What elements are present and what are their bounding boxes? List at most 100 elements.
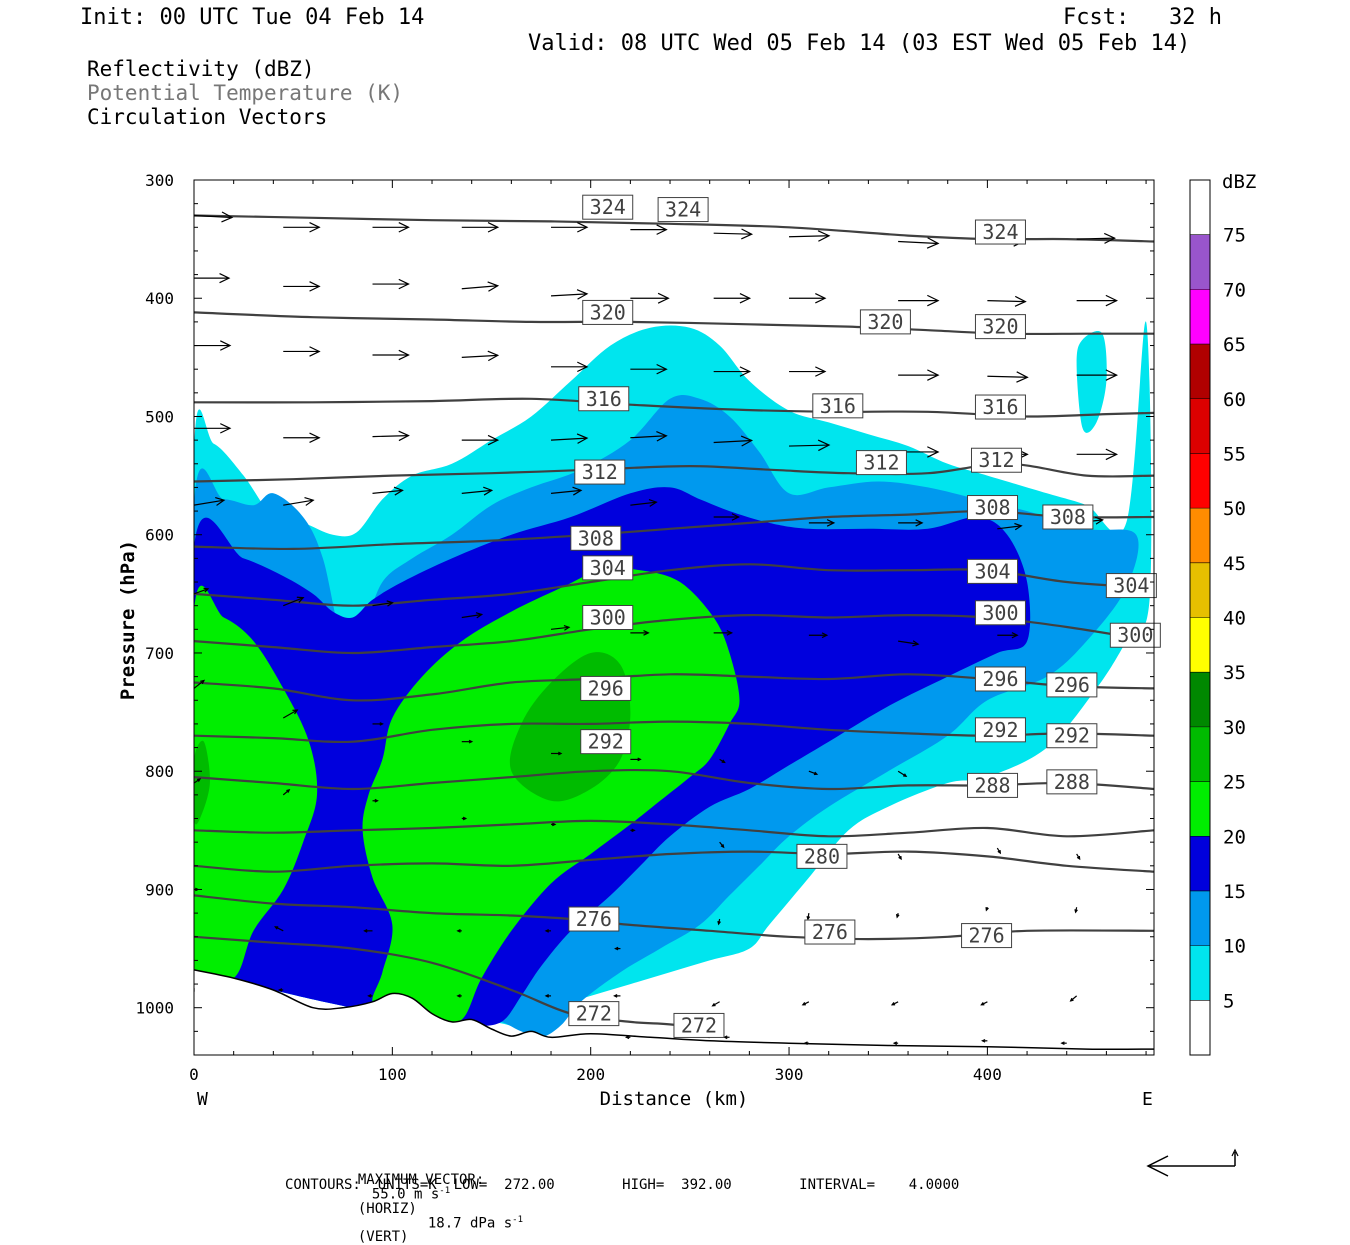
theta-label-text: 272 [681, 1013, 717, 1037]
circulation-vector [630, 431, 668, 442]
circulation-vector [372, 222, 410, 233]
theta-label-312: 312 [970, 447, 1022, 473]
circulation-vector [282, 788, 291, 796]
theta-label-320: 320 [582, 299, 634, 325]
x-axis-label: Distance (km) [600, 1088, 749, 1110]
circulation-vector [1076, 853, 1081, 861]
contours-info: CONTOURS: UNITS=K LOW= 272.00 HIGH= 392.… [285, 1177, 960, 1193]
theta-label-320: 320 [859, 309, 911, 335]
circulation-vector [194, 423, 232, 434]
theta-label-text: 312 [978, 448, 1014, 472]
circulation-vector [372, 600, 394, 607]
colorbar-label: 60 [1223, 389, 1246, 411]
valid-time: Valid: 08 UTC Wed 05 Feb 14 (03 EST Wed … [528, 31, 1191, 56]
circulation-vector [550, 289, 589, 300]
circulation-vector [630, 363, 668, 375]
theta-contour-280 [194, 850, 1154, 873]
colorbar-swatch [1190, 344, 1210, 399]
colorbar-swatch [1190, 672, 1210, 727]
colorbar-swatch [1190, 453, 1210, 509]
colorbar-label: 10 [1223, 936, 1246, 958]
theta-label-text: 316 [820, 394, 856, 418]
colorbar-label: 70 [1223, 279, 1246, 301]
circulation-vector [274, 926, 284, 932]
y-tick-label: 400 [145, 289, 174, 308]
circulation-vector [713, 629, 734, 636]
theta-label-text: 292 [588, 730, 624, 754]
circulation-vector [550, 624, 571, 631]
theta-label-308: 308 [967, 495, 1019, 521]
colorbar-label: 45 [1223, 553, 1246, 575]
circulation-vector [630, 224, 668, 235]
colorbar-swatch [1190, 781, 1210, 837]
y-tick-label: 600 [145, 526, 174, 545]
theta-label-316: 316 [974, 394, 1026, 420]
legend-circulation-vectors: Circulation Vectors [87, 105, 328, 129]
circulation-vector [630, 499, 658, 507]
theta-label-text: 320 [867, 310, 903, 334]
x-tick-label: 300 [775, 1065, 804, 1084]
theta-label-text: 304 [974, 559, 1010, 583]
circulation-vector [713, 228, 754, 240]
circulation-vector [630, 629, 650, 636]
theta-label-text: 296 [588, 676, 624, 700]
circulation-vector [1074, 907, 1078, 914]
circulation-vector [194, 587, 210, 595]
circulation-vector [898, 294, 940, 307]
circulation-vector [283, 596, 305, 607]
legend-potential-temperature: Potential Temperature (K) [87, 81, 404, 105]
circulation-vector [630, 292, 670, 304]
theta-label-280: 280 [796, 843, 848, 869]
colorbar-swatch [1190, 289, 1210, 345]
circulation-vector [194, 340, 232, 351]
circulation-vector [630, 828, 636, 833]
circulation-vector [461, 612, 484, 619]
circulation-vector [461, 739, 474, 744]
theta-label-292: 292 [1046, 723, 1098, 749]
colorbar-label: 35 [1223, 662, 1246, 684]
colorbar-swatch [1190, 180, 1210, 235]
circulation-vector [898, 237, 940, 249]
circulation-vector [808, 770, 819, 776]
circulation-vector [1060, 1041, 1067, 1046]
x-tick-label: 100 [378, 1065, 407, 1084]
theta-label-text: 296 [982, 667, 1018, 691]
circulation-vector [713, 513, 741, 521]
circulation-vector [544, 928, 552, 933]
circulation-vector [372, 278, 410, 290]
theta-label-text: 316 [982, 395, 1018, 419]
circulation-vector [801, 1001, 810, 1006]
theta-label-308: 308 [1042, 504, 1094, 530]
circulation-vector [372, 430, 410, 442]
circulation-vector [711, 1001, 720, 1007]
y-axis-label: Pressure (hPa) [117, 540, 139, 700]
theta-label-300: 300 [1109, 622, 1161, 648]
theta-label-text: 276 [969, 924, 1005, 948]
y-tick-label: 300 [145, 171, 174, 190]
x-tick-label: 0 [189, 1065, 199, 1084]
max-vector-line: MAXIMUM VECTOR: 55.0 m s-1 (HORIZ) 18.7 … [341, 1159, 523, 1244]
theta-label-288: 288 [967, 772, 1019, 798]
circulation-vector [614, 946, 621, 951]
circulation-vector [283, 281, 321, 292]
y-tick-label: 1000 [135, 999, 174, 1018]
colorbar-swatch [1190, 398, 1210, 454]
init-time: Init: 00 UTC Tue 04 Feb 14 [80, 5, 425, 30]
circulation-vector [456, 928, 462, 933]
theta-label-288: 288 [1046, 769, 1098, 795]
plot-frame [193, 179, 1155, 1056]
theta-label-292: 292 [974, 717, 1026, 743]
vert-tag: (VERT) [357, 1229, 409, 1245]
theta-label-304: 304 [967, 558, 1019, 584]
theta-label-text: 292 [982, 718, 1018, 742]
circulation-vector [713, 293, 752, 304]
theta-label-text: 304 [590, 556, 626, 580]
y-tick-label: 700 [145, 644, 174, 663]
circulation-vector [551, 822, 557, 827]
circulation-vector [898, 640, 920, 647]
theta-label-text: 312 [863, 451, 899, 475]
theta-label-304: 304 [582, 555, 634, 581]
theta-label-text: 308 [578, 526, 614, 550]
theta-label-text: 320 [982, 315, 1018, 339]
theta-label-text: 312 [582, 460, 618, 484]
